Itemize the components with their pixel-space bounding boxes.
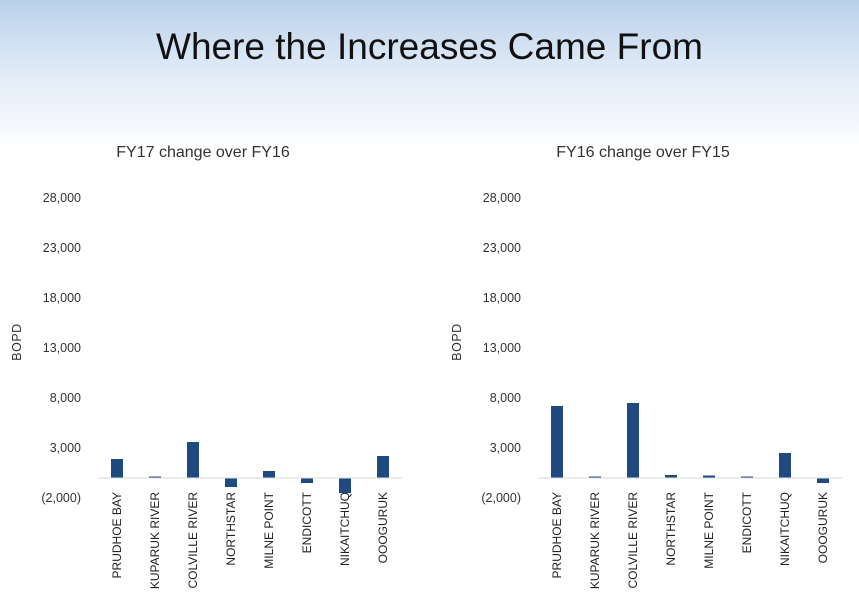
y-tick-label: 8,000 (50, 391, 81, 405)
x-category-label: COLVILLE RIVER (186, 492, 200, 589)
bar-kuparuk-river (589, 476, 601, 478)
y-tick-label: 18,000 (483, 291, 521, 305)
y-tick-label: 13,000 (483, 341, 521, 355)
bar-kuparuk-river (149, 476, 161, 478)
chart-fy16-over-fy15: FY16 change over FY15 BOPD (2,000) 3,000 8,0… (440, 130, 859, 615)
bar-prudhoe-bay (551, 406, 563, 478)
bar-endicott (741, 476, 753, 478)
bar-nikaitchuq (339, 478, 351, 493)
x-category-label: NIKAITCHUQ (778, 492, 792, 566)
y-tick-label: 18,000 (43, 291, 81, 305)
y-tick-label: (2,000) (481, 491, 521, 505)
x-category-label: MILNE POINT (702, 491, 716, 568)
x-category-label: OOOGURUK (376, 492, 390, 563)
y-tick-label: 28,000 (483, 191, 521, 205)
x-category-label: PRUDHOE BAY (550, 492, 564, 578)
bar-colville-river (187, 442, 199, 478)
bar-oooguruk (817, 478, 829, 483)
bar-nikaitchuq (779, 453, 791, 478)
y-tick-label: 3,000 (50, 441, 81, 455)
y-tick-label: 23,000 (43, 241, 81, 255)
x-category-label: KUPARUK RIVER (588, 492, 602, 589)
chart-svg: FY16 change over FY15 BOPD (2,000) 3,000 8,0… (450, 144, 842, 589)
y-tick-label: 8,000 (490, 391, 521, 405)
y-tick-label: (2,000) (41, 491, 81, 505)
y-tick-label: 28,000 (43, 191, 81, 205)
x-category-label: MILNE POINT (262, 491, 276, 568)
bar-colville-river (627, 403, 639, 478)
chart-fy17-over-fy16: FY17 change over FY16 BOPD (2,000) 3,000 8,0… (0, 130, 430, 615)
bar-milne-point (263, 471, 275, 478)
x-category-label: KUPARUK RIVER (148, 492, 162, 589)
x-category-label: ENDICOTT (740, 491, 754, 553)
bar-milne-point (703, 475, 715, 478)
y-tick-label: 13,000 (43, 341, 81, 355)
bar-prudhoe-bay (111, 459, 123, 478)
y-tick-label: 23,000 (483, 241, 521, 255)
chart-title: FY16 change over FY15 (556, 144, 730, 161)
y-axis-label: BOPD (10, 323, 24, 360)
bar-northstar (665, 475, 677, 478)
slide-title: Where the Increases Came From (156, 26, 703, 67)
y-tick-label: 3,000 (490, 441, 521, 455)
x-category-label: NORTHSTAR (224, 492, 238, 566)
bar-oooguruk (377, 456, 389, 478)
x-category-label: ENDICOTT (300, 491, 314, 553)
x-category-label: NORTHSTAR (664, 492, 678, 566)
chart-svg: FY17 change over FY16 BOPD (2,000) 3,000 8,0… (10, 144, 402, 589)
bar-northstar (225, 478, 237, 487)
x-category-label: OOOGURUK (816, 492, 830, 563)
bar-endicott (301, 478, 313, 483)
chart-title: FY17 change over FY16 (116, 144, 290, 161)
x-category-label: COLVILLE RIVER (626, 492, 640, 589)
x-category-label: NIKAITCHUQ (338, 492, 352, 566)
y-axis-label: BOPD (450, 323, 464, 360)
x-category-label: PRUDHOE BAY (110, 492, 124, 578)
